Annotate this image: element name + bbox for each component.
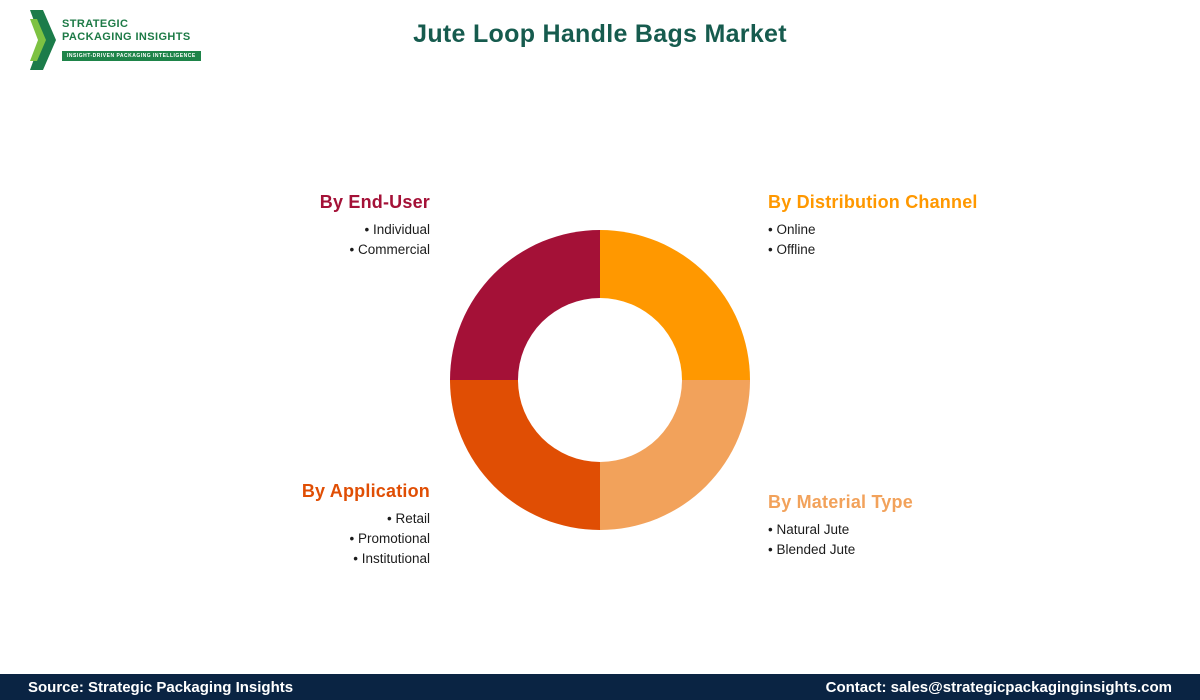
list-item: Retail	[302, 509, 430, 529]
category-material-type: By Material Type Natural Jute Blended Ju…	[768, 492, 913, 560]
donut-chart	[450, 230, 750, 530]
page-title: Jute Loop Handle Bags Market	[413, 20, 787, 48]
category-distribution-channel: By Distribution Channel Online Offline	[768, 192, 978, 260]
list-item: Individual	[320, 220, 430, 240]
footer-contact: Contact: sales@strategicpackaginginsight…	[825, 678, 1172, 696]
category-material-type-title: By Material Type	[768, 492, 913, 512]
list-item: Promotional	[302, 529, 430, 549]
list-item: Natural Jute	[768, 520, 913, 540]
donut-hole	[518, 298, 682, 462]
category-application-title: By Application	[301, 481, 430, 501]
logo-text: STRATEGIC PACKAGING INSIGHTS INSIGHT-DRI…	[62, 10, 201, 62]
category-material-type-list: Natural Jute Blended Jute	[768, 520, 913, 560]
category-distribution-channel-list: Online Offline	[768, 220, 978, 260]
logo-tagline: INSIGHT-DRIVEN PACKAGING INTELLIGENCE	[62, 51, 201, 61]
category-end-user-list: Individual Commercial	[320, 220, 430, 260]
category-application: By Application Retail Promotional Instit…	[302, 481, 430, 569]
list-item: Institutional	[302, 549, 430, 569]
category-application-list: Retail Promotional Institutional	[302, 509, 430, 569]
category-end-user-title: By End-User	[319, 192, 430, 212]
list-item: Blended Jute	[768, 540, 913, 560]
logo: STRATEGIC PACKAGING INSIGHTS INSIGHT-DRI…	[30, 10, 201, 75]
list-item: Online	[768, 220, 978, 240]
logo-line-2: PACKAGING INSIGHTS	[62, 31, 191, 43]
list-item: Offline	[768, 240, 978, 260]
list-item: Commercial	[320, 240, 430, 260]
category-distribution-channel-title: By Distribution Channel	[768, 192, 978, 212]
logo-arrow-icon	[30, 10, 56, 75]
footer-bar: Source: Strategic Packaging Insights Con…	[0, 674, 1200, 700]
category-end-user: By End-User Individual Commercial	[320, 192, 430, 260]
footer-source: Source: Strategic Packaging Insights	[28, 678, 294, 696]
logo-line-1: STRATEGIC	[62, 18, 129, 30]
